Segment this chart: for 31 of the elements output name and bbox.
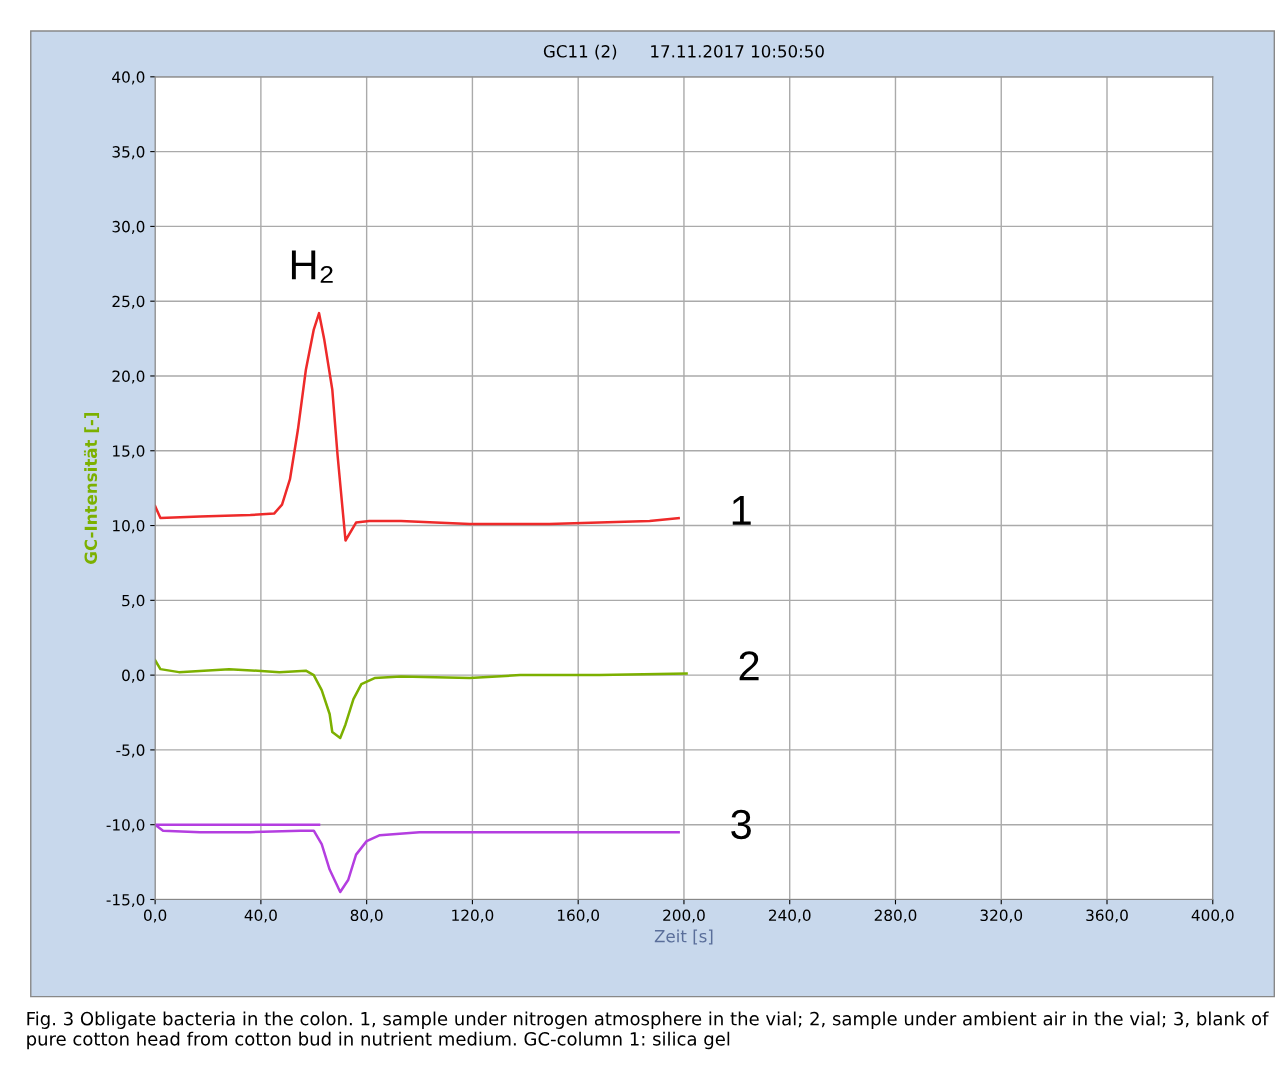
x-tick-label: 400,0 — [1191, 909, 1234, 923]
x-tick-label: 0,0 — [143, 909, 167, 923]
x-tick-label: 240,0 — [768, 909, 811, 923]
y-tick-label: -15,0 — [106, 893, 145, 908]
x-tick-label: 120,0 — [452, 909, 494, 923]
y-tick-label: -10,0 — [106, 819, 145, 833]
x-tick-label: 320,0 — [980, 909, 1023, 923]
y-tick-label: 20,0 — [112, 370, 145, 384]
y-tick-label: 30,0 — [112, 220, 145, 234]
y-tick-label: 40,0 — [112, 71, 145, 85]
x-tick-label: 200,0 — [663, 909, 705, 923]
y-tick-label: 0,0 — [122, 669, 145, 683]
series-label: 3 — [731, 809, 751, 840]
x-tick-label: 360,0 — [1086, 909, 1128, 923]
x-axis-title: Zeit [s] — [654, 929, 713, 945]
y-tick-label: 35,0 — [112, 146, 145, 160]
series-label: 1 — [732, 496, 751, 525]
y-tick-label: 25,0 — [112, 295, 145, 309]
y-tick-label: -5,0 — [116, 744, 145, 758]
caption: Fig. 3 Obligate bacteria in the colon. 1, sample under nitrogen atmosphere in the vial; 2, sample under ambient air in the vial; 3, blank of pure cotton head from cotton bud in nutrient medium. GC-column 1: silica gel — [27, 1011, 1269, 1050]
x-tick-label: 160,0 — [557, 909, 600, 923]
series-label: 2 — [739, 651, 759, 681]
y-tick-label: 15,0 — [113, 445, 145, 459]
y-tick-label: 10,0 — [113, 520, 145, 534]
x-tick-label: 80,0 — [350, 909, 383, 923]
chart-title: GC11 (2) 17.11.2017 10:50:50 — [543, 44, 824, 60]
y-axis-title: GC-Intensität [-] — [83, 412, 100, 564]
x-tick-label: 280,0 — [874, 909, 917, 923]
x-tick-label: 40,0 — [244, 909, 277, 923]
annotation: H₂ — [291, 250, 333, 283]
y-tick-label: 5,0 — [122, 594, 145, 608]
